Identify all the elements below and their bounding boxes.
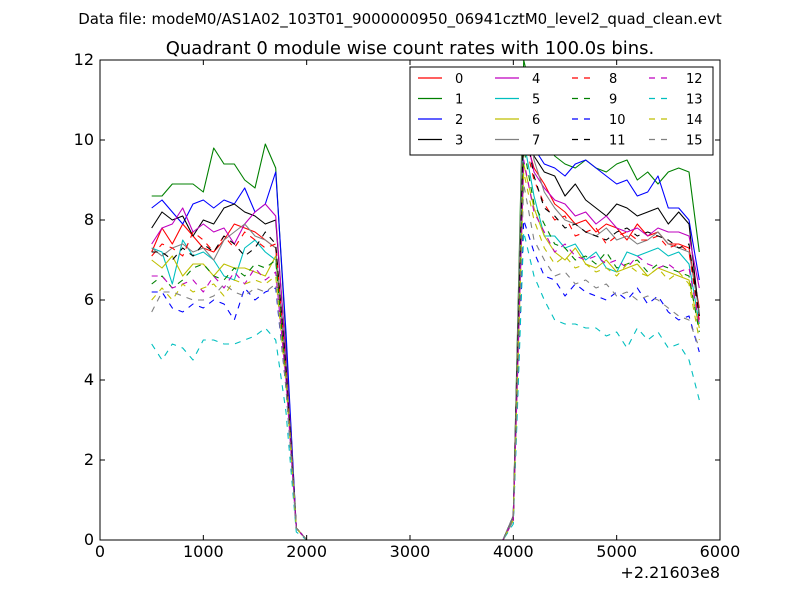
legend-label-13: 13 xyxy=(686,93,703,108)
legend-label-5: 5 xyxy=(532,93,540,108)
legend-label-6: 6 xyxy=(532,113,540,128)
x-tick-label: 1000 xyxy=(183,542,224,561)
y-tick-label: 0 xyxy=(84,530,94,549)
legend-label-14: 14 xyxy=(686,113,703,128)
legend-label-15: 15 xyxy=(686,134,703,149)
plot-frame xyxy=(99,59,721,541)
legend-label-7: 7 xyxy=(532,134,540,149)
chart-title: Quadrant 0 module wise count rates with … xyxy=(166,38,655,59)
x-tick-label: 5000 xyxy=(596,542,637,561)
legend-label-0: 0 xyxy=(455,72,463,87)
y-tick-label: 10 xyxy=(74,130,94,149)
legend-label-2: 2 xyxy=(455,113,463,128)
legend-label-9: 9 xyxy=(609,93,617,108)
legend-label-3: 3 xyxy=(455,134,463,149)
y-tick-label: 6 xyxy=(84,290,94,309)
y-tick-label: 2 xyxy=(84,450,94,469)
x-tick-label: 3000 xyxy=(390,542,431,561)
legend-label-8: 8 xyxy=(609,72,617,87)
x-tick-label: 0 xyxy=(95,542,105,561)
legend-label-12: 12 xyxy=(686,72,703,87)
legend-label-1: 1 xyxy=(455,93,463,108)
figure-suptitle: Data file: modeM0/AS1A02_103T01_90000009… xyxy=(78,10,722,29)
legend-label-11: 11 xyxy=(609,134,626,149)
y-tick-label: 4 xyxy=(84,370,94,389)
x-offset-label: +2.21603e8 xyxy=(620,563,720,582)
legend-frame xyxy=(409,66,714,156)
legend-label-10: 10 xyxy=(609,113,626,128)
legend-label-4: 4 xyxy=(532,72,540,87)
series-line-11 xyxy=(151,119,700,541)
x-tick-label: 2000 xyxy=(286,542,327,561)
x-tick-label: 4000 xyxy=(493,542,534,561)
y-tick-label: 12 xyxy=(74,50,94,69)
x-tick-label: 6000 xyxy=(700,542,741,561)
y-tick-label: 8 xyxy=(84,210,94,229)
